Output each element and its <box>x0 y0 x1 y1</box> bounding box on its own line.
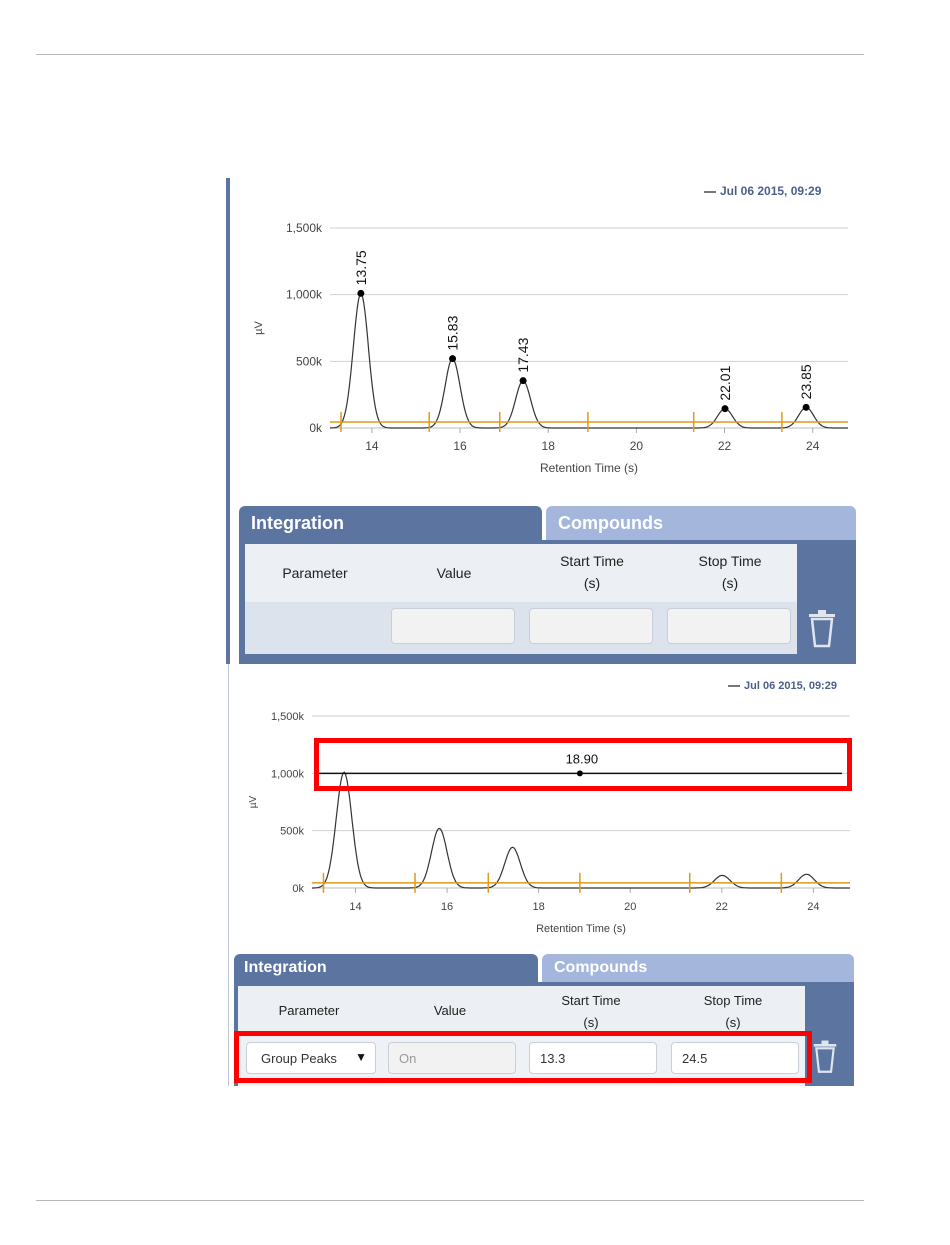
tab-compounds[interactable]: Compounds <box>546 506 856 540</box>
tab-integration[interactable]: Integration <box>234 954 538 982</box>
header-start-line2: (s) <box>583 1015 599 1030</box>
panel-left-border <box>226 178 230 664</box>
x-tick-label: 20 <box>624 901 636 913</box>
parameter-select-value: Group Peaks <box>261 1050 337 1066</box>
chromatogram-trace <box>312 771 850 889</box>
y-tick-label: 1,000k <box>271 768 305 780</box>
peak-label: 17.43 <box>515 337 531 372</box>
legend-label: Jul 06 2015, 09:29 <box>744 680 837 692</box>
x-axis-label: Retention Time (s) <box>540 461 638 475</box>
peak-label: 13.75 <box>353 250 369 285</box>
y-tick-label: 500k <box>280 826 304 838</box>
header-stop-line2: (s) <box>725 1015 741 1030</box>
x-tick-label: 16 <box>453 439 467 453</box>
legend-label: Jul 06 2015, 09:29 <box>720 184 822 198</box>
tab-compounds[interactable]: Compounds <box>542 954 854 982</box>
tab-compounds-label: Compounds <box>554 959 648 976</box>
panel-left-border <box>228 664 229 1086</box>
header-start-line2: (s) <box>583 575 601 591</box>
y-tick-label: 500k <box>296 354 323 368</box>
y-tick-label: 0k <box>309 421 323 435</box>
tab-integration-label: Integration <box>244 959 327 976</box>
legend-line-icon <box>704 190 716 193</box>
header-stop-line1: Stop Time <box>698 553 762 569</box>
chromatogram-panel-bottom: 0k 500k 1,000k 1,500k 14 16 18 20 22 24 Retention … <box>228 664 860 1086</box>
peak-label: 22.01 <box>717 365 733 400</box>
parameter-select[interactable]: Group Peaks ▼ <box>246 1042 376 1074</box>
x-axis-label: Retention Time (s) <box>536 923 626 935</box>
y-tick-label: 0k <box>292 883 304 895</box>
y-axis-label: µV <box>248 795 259 808</box>
tab-compounds-label: Compounds <box>558 513 663 533</box>
header-parameter: Parameter <box>278 1003 340 1018</box>
peak-label: 23.85 <box>798 364 814 399</box>
chart-top: 0k 500k 1,000k 1,500k 14 16 18 20 22 24 Retention … <box>253 221 848 475</box>
highlight-marker-line <box>314 738 852 791</box>
y-axis-label: µV <box>253 321 265 335</box>
stop-time-input[interactable] <box>667 608 791 644</box>
trash-icon[interactable] <box>807 610 837 653</box>
chart-legend: Jul 06 2015, 09:29 <box>728 680 837 692</box>
page-top-rule <box>36 54 864 55</box>
peak-point <box>802 403 810 411</box>
header-value: Value <box>436 565 472 581</box>
peak-point <box>519 377 527 385</box>
tab-integration[interactable]: Integration <box>239 506 542 540</box>
x-tick-label: 20 <box>630 439 644 453</box>
tab-content-area: Integration Compounds Parameter Value St… <box>239 506 856 664</box>
y-tick-label: 1,000k <box>286 288 323 302</box>
peak-point <box>721 405 729 413</box>
chart-legend: Jul 06 2015, 09:29 <box>704 184 821 198</box>
start-time-input[interactable] <box>529 608 653 644</box>
chevron-down-icon: ▼ <box>355 1050 367 1064</box>
tab-integration-label: Integration <box>251 513 344 533</box>
header-start-time: Start Time (s) <box>523 550 661 594</box>
header-start-line1: Start Time <box>561 993 621 1008</box>
header-stop-line2: (s) <box>721 575 739 591</box>
peak-label: 15.83 <box>445 315 461 350</box>
header-start-line1: Start Time <box>560 553 624 569</box>
header-stop-time: Stop Time (s) <box>661 550 799 594</box>
x-tick-label: 18 <box>542 439 556 453</box>
tabs-strip <box>230 498 860 506</box>
trash-icon[interactable] <box>812 1040 838 1079</box>
header-stop-time: Stop Time (s) <box>662 990 804 1034</box>
x-tick-label: 14 <box>365 439 379 453</box>
y-tick-label: 1,500k <box>271 711 305 723</box>
chromatogram-panel-top: 0k 500k 1,000k 1,500k 14 16 18 20 22 24 Retention … <box>226 178 860 664</box>
x-tick-label: 14 <box>349 901 361 913</box>
x-tick-label: 24 <box>806 439 820 453</box>
y-tick-label: 1,500k <box>286 221 323 235</box>
marker-label: 18.90 <box>566 751 599 766</box>
integration-table: Parameter Value Start Time (s) Stop Time (… <box>245 544 797 654</box>
peak-point <box>357 289 365 297</box>
highlight-parameter-row <box>234 1031 812 1083</box>
x-tick-label: 24 <box>807 901 819 913</box>
value-input[interactable]: On <box>388 1042 516 1074</box>
chart-bottom: 0k 500k 1,000k 1,500k 14 16 18 20 22 24 Retention … <box>248 711 850 935</box>
x-tick-label: 18 <box>533 901 545 913</box>
header-stop-line1: Stop Time <box>703 993 763 1008</box>
stop-time-input[interactable]: 24.5 <box>671 1042 799 1074</box>
marker-point <box>576 770 583 777</box>
legend-line-icon <box>728 685 740 688</box>
header-start-time: Start Time (s) <box>520 990 662 1034</box>
x-tick-label: 22 <box>716 901 728 913</box>
x-tick-label: 16 <box>441 901 453 913</box>
header-parameter: Parameter <box>282 565 348 581</box>
header-value: Value <box>433 1003 467 1018</box>
peak-point <box>449 355 457 363</box>
value-input[interactable] <box>391 608 515 644</box>
chromatogram-trace <box>329 292 848 429</box>
x-tick-label: 22 <box>718 439 732 453</box>
page-bottom-rule <box>36 1200 864 1201</box>
start-time-input[interactable]: 13.3 <box>529 1042 657 1074</box>
